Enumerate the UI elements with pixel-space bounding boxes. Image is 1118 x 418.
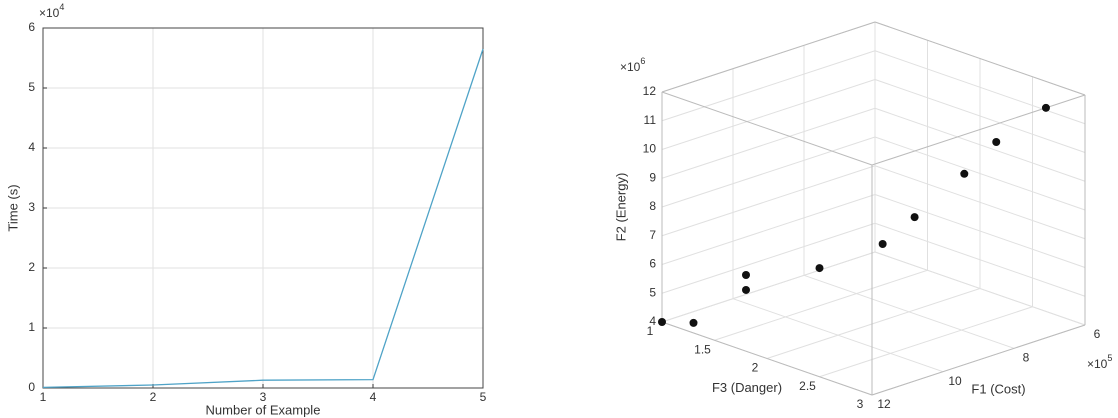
z-tick-label: 5 [649,285,656,299]
multiplier-base: ×10 [1087,357,1108,371]
y-tick-label: 1 [647,324,654,338]
data-point [878,240,887,249]
y-tick-label: 4 [28,140,35,154]
axis-multiplier: ×106 [620,56,645,74]
box-edge [871,94,1086,166]
data-point [742,285,750,294]
multiplier-exponent: 4 [59,2,64,12]
y-tick-label: 2 [28,260,35,274]
y-tick-label: 5 [28,80,35,94]
z-tick-label: 9 [649,170,656,184]
y-tick-label: 6 [28,20,35,34]
grid-line [819,306,1033,378]
grid-line [766,288,981,359]
x-axis-label: Number of Example [206,402,321,417]
axis-multiplier: ×105 [1087,353,1112,371]
grid-line [874,165,1086,240]
data-point [815,264,824,273]
grid-line [874,194,1086,268]
z-tick-label: 6 [649,257,656,271]
grid-line [661,136,876,208]
z-tick-label: 8 [649,199,656,213]
data-point [1041,103,1050,112]
box-edge [661,321,873,396]
z-tick-label: 7 [649,228,656,242]
grid-line [661,79,876,150]
multiplier-exponent: 6 [640,56,645,66]
multiplier-exponent: 5 [1107,353,1112,363]
z-tick-label: 11 [644,113,657,127]
x-tick-label: 12 [877,397,891,411]
data-point [992,137,1001,146]
grid-line [874,107,1086,182]
x-axis-label: F1 (Cost) [971,381,1025,396]
x-tick-label: 5 [480,390,487,404]
grid-line [874,136,1086,211]
data-point [742,271,750,280]
plot-frame [42,27,484,389]
y-tick-label: 3 [857,397,864,411]
axis-multiplier: ×104 [39,2,64,20]
grid-line [874,222,1086,297]
grid-line [874,251,1086,326]
y-tick-label: 1.5 [694,342,711,356]
y-axis-label: F3 (Danger) [712,380,782,395]
multiplier-base: ×10 [620,60,641,74]
x-tick-label: 3 [260,390,267,404]
x-tick-label: 4 [370,390,377,404]
multiplier-base: ×10 [39,6,60,20]
grid-line [661,107,876,179]
grid-line [661,251,876,323]
box-edge [874,21,1086,96]
data-point [658,318,666,326]
y-tick-label: 2.5 [799,379,816,393]
x-tick-label: 6 [1094,327,1101,341]
data-point [689,318,698,327]
z-tick-label: 4 [649,314,656,328]
x-tick-label: 8 [1023,351,1030,365]
x-tick-label: 1 [40,390,47,404]
box-edge [871,324,1086,396]
series-line [42,48,484,389]
grid-line [714,269,928,341]
grid-line [874,79,1086,153]
data-point [910,213,919,222]
z-tick-label: 12 [643,84,657,98]
y-tick-label: 3 [28,200,35,214]
y-axis-label: Time (s) [5,184,20,231]
grid-line [661,50,876,122]
grid-line [661,194,876,265]
x-tick-label: 10 [948,374,962,388]
grid-line [661,222,876,294]
x-tick-label: 2 [150,390,157,404]
y-tick-label: 2 [752,361,759,375]
y-tick-label: 1 [28,320,35,334]
grid-line [661,165,876,237]
box-edge [661,21,876,93]
y-tick-label: 0 [28,380,35,394]
grid-line [874,50,1086,125]
box-edge [661,91,873,166]
z-tick-label: 10 [643,142,657,156]
z-axis-label: F2 (Energy) [613,173,628,242]
data-point [960,169,969,178]
